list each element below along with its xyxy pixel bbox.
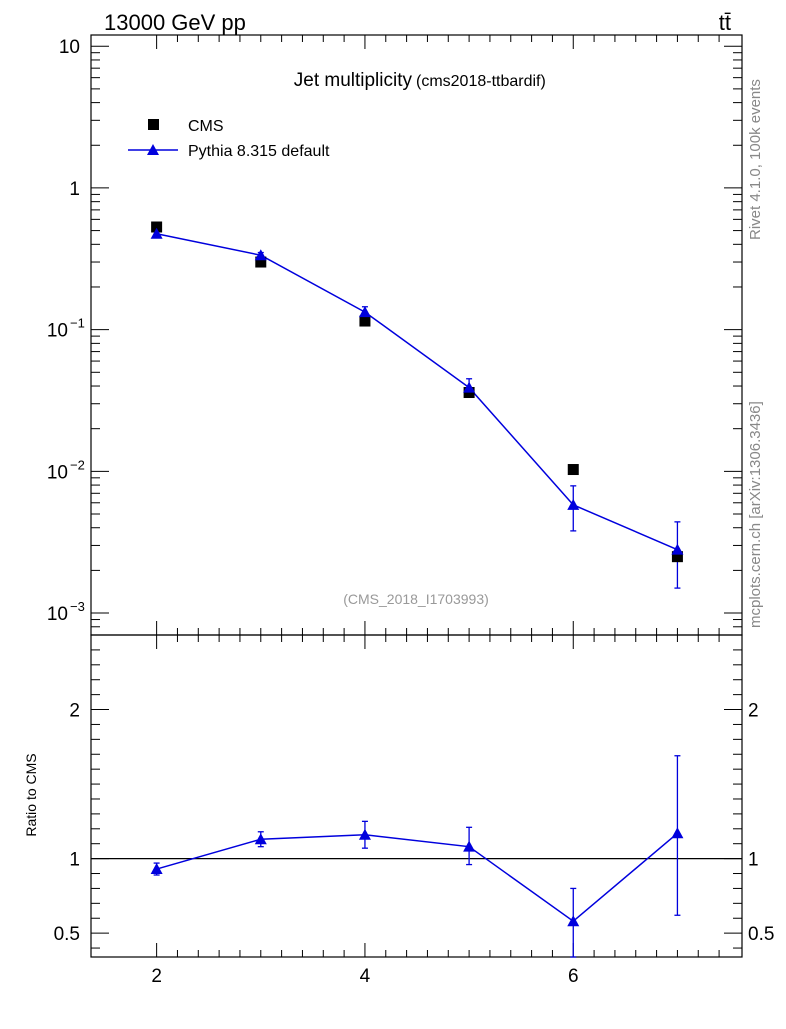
legend: CMS Pythia 8.315 default — [128, 118, 330, 160]
legend-mc-marker — [147, 144, 159, 155]
legend-mc-label: Pythia 8.315 default — [188, 143, 330, 160]
mc-data-point — [358, 306, 371, 318]
y-tick-exponent: −3 — [70, 599, 85, 614]
y-tick-exponent: −2 — [70, 457, 85, 472]
x-tick-label: 2 — [151, 966, 162, 987]
process-label: tt̄ — [719, 10, 731, 35]
marks-layer — [150, 221, 684, 958]
x-tick-label: 4 — [360, 966, 371, 987]
chart-title: Jet multiplicity — [294, 70, 413, 91]
source-info-label: mcplots.cern.ch [arXiv:1306.3436] — [747, 401, 764, 628]
analysis-watermark: (CMS_2018_I1703993) — [343, 591, 489, 607]
ratio-y-tick-label-right: 0.5 — [748, 924, 774, 945]
ratio-data-point — [567, 915, 580, 927]
y-tick-label: 10 — [47, 321, 68, 342]
ratio-data-point — [150, 863, 163, 875]
mc-series-line — [156, 233, 678, 551]
chart-subtitle: (cms2018-ttbardif) — [416, 73, 546, 90]
ratio-y-tick-label: 2 — [69, 701, 80, 722]
energy-label: 13000 GeV pp — [104, 10, 246, 35]
ratio-y-tick-label-right: 2 — [748, 701, 759, 722]
ratio-y-tick-label: 1 — [69, 850, 80, 871]
ratio-y-tick-label: 0.5 — [54, 924, 80, 945]
ratio-y-tick-label-right: 1 — [748, 850, 759, 871]
cms-data-point — [255, 256, 267, 268]
mc-data-point — [671, 543, 684, 555]
legend-cms-marker — [148, 119, 159, 130]
x-tick-label: 6 — [568, 966, 579, 987]
legend-cms-label: CMS — [188, 118, 224, 135]
y-tick-label: 10 — [47, 462, 68, 483]
cms-data-point — [567, 464, 579, 476]
ratio-series-line — [156, 832, 678, 923]
mc-data-point — [254, 249, 267, 261]
ratio-data-point — [463, 840, 476, 852]
y-tick-label: 1 — [69, 179, 80, 200]
ratio-data-point — [358, 828, 371, 840]
y-tick-label: 10 — [59, 37, 80, 58]
ratio-data-point — [254, 833, 267, 845]
ratio-data-point — [671, 827, 684, 839]
mc-data-point — [463, 381, 476, 393]
ratio-y-label: Ratio to CMS — [23, 753, 39, 836]
mc-data-point — [567, 498, 580, 510]
y-tick-label: 10 — [47, 604, 68, 625]
y-tick-exponent: −1 — [70, 316, 85, 331]
cms-data-point — [151, 221, 163, 233]
rivet-info-label: Rivet 4.1.0, 100k events — [747, 79, 764, 240]
cms-data-point — [359, 315, 371, 327]
cms-data-point — [671, 551, 683, 563]
mc-data-point — [150, 227, 163, 239]
ratio-panel-frame — [90, 634, 743, 958]
